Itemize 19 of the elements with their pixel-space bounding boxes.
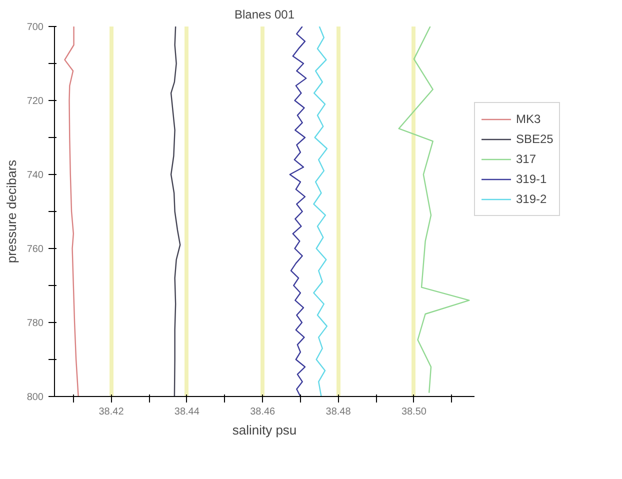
x-tick-label: 38.44 [174,406,200,418]
legend-label: 319-2 [516,192,547,206]
x-tick-label: 38.48 [326,406,352,418]
x-axis-title: salinity psu [232,422,297,438]
x-tick-label: 38.50 [401,406,427,418]
legend-label: SBE25 [516,132,554,146]
y-axis-title: pressure decibars [4,159,19,264]
y-tick-label: 780 [26,318,44,329]
y-tick-label: 800 [26,392,44,403]
legend-label: MK3 [516,112,541,126]
y-tick-label: 720 [26,96,44,107]
y-tick-label: 760 [26,244,44,255]
y-tick-label: 740 [26,170,44,181]
y-tick-label: 700 [26,22,44,33]
legend-label: 317 [516,152,536,166]
x-tick-label: 38.46 [250,406,276,418]
chart-title: Blanes 001 [234,8,295,22]
legend-label: 319-1 [516,172,547,186]
x-tick-label: 38.42 [98,406,124,418]
